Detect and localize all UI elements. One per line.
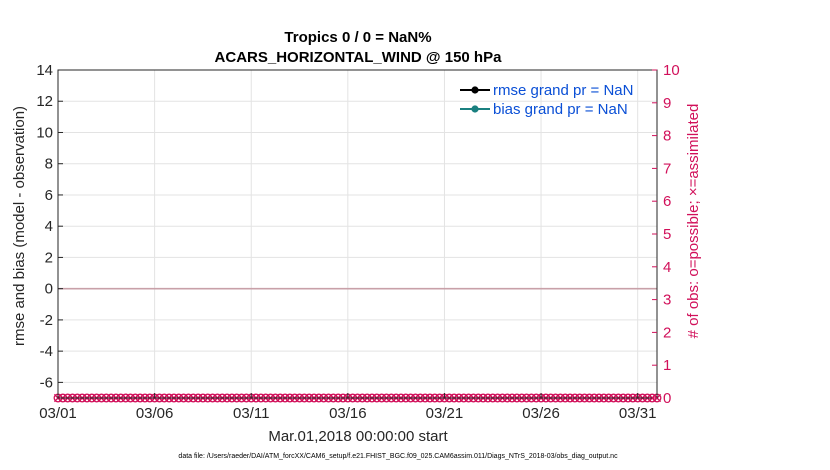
y-tick-label: 12 — [36, 93, 53, 110]
y-tick-label: -2 — [40, 312, 53, 329]
legend-bias-marker — [471, 105, 479, 113]
y-right-tick-label: 1 — [663, 357, 671, 374]
y-tick-label: 6 — [45, 187, 53, 204]
y-tick-label: -4 — [40, 343, 53, 360]
x-tick-label: 03/06 — [136, 405, 174, 422]
x-tick-label: 03/31 — [619, 405, 657, 422]
x-tick-label: 03/01 — [39, 405, 77, 422]
y-tick-label: 4 — [45, 218, 53, 235]
y-tick-label: 8 — [45, 156, 53, 173]
y-right-tick-label: 0 — [663, 390, 671, 407]
chart-title: Tropics 0 / 0 = NaN% — [284, 29, 431, 46]
y-right-tick-label: 7 — [663, 160, 671, 177]
y-right-tick-label: 9 — [663, 95, 671, 112]
legend-rmse-marker — [471, 86, 479, 94]
x-tick-label: 03/26 — [522, 405, 560, 422]
legend-rmse-label: rmse grand pr = NaN — [493, 82, 633, 99]
y-right-tick-label: 2 — [663, 324, 671, 341]
y-tick-label: 0 — [45, 281, 53, 298]
legend-bias-label: bias grand pr = NaN — [493, 101, 628, 118]
legend: rmse grand pr = NaN bias grand pr = NaN — [460, 82, 633, 118]
y-tick-label: 14 — [36, 62, 53, 79]
plot-area — [57, 69, 658, 399]
y-right-tick-label: 8 — [663, 128, 671, 145]
chart-subtitle: ACARS_HORIZONTAL_WIND @ 150 hPa — [215, 49, 503, 66]
x-tick-label: 03/21 — [426, 405, 464, 422]
y-right-tick-label: 5 — [663, 226, 671, 243]
y-right-tick-label: 4 — [663, 259, 671, 276]
y-axis-right-label: # of obs: o=possible; ×=assimilated — [685, 104, 702, 339]
y-right-tick-label: 3 — [663, 292, 671, 309]
y-tick-label: -6 — [40, 374, 53, 391]
x-axis-label: Mar.01,2018 00:00:00 start — [268, 428, 448, 445]
y-right-tick-label: 10 — [663, 62, 680, 79]
x-tick-label: 03/16 — [329, 405, 367, 422]
data-file-footnote: data file: /Users/raeder/DAI/ATM_forcXX/… — [178, 453, 618, 460]
y-right-tick-label: 6 — [663, 193, 671, 210]
x-tick-label: 03/11 — [233, 405, 269, 422]
grid — [57, 69, 657, 398]
y-axis-label: rmse and bias (model - observation) — [11, 106, 28, 346]
y-tick-label: 2 — [45, 249, 53, 266]
y-tick-label: 10 — [36, 124, 53, 141]
